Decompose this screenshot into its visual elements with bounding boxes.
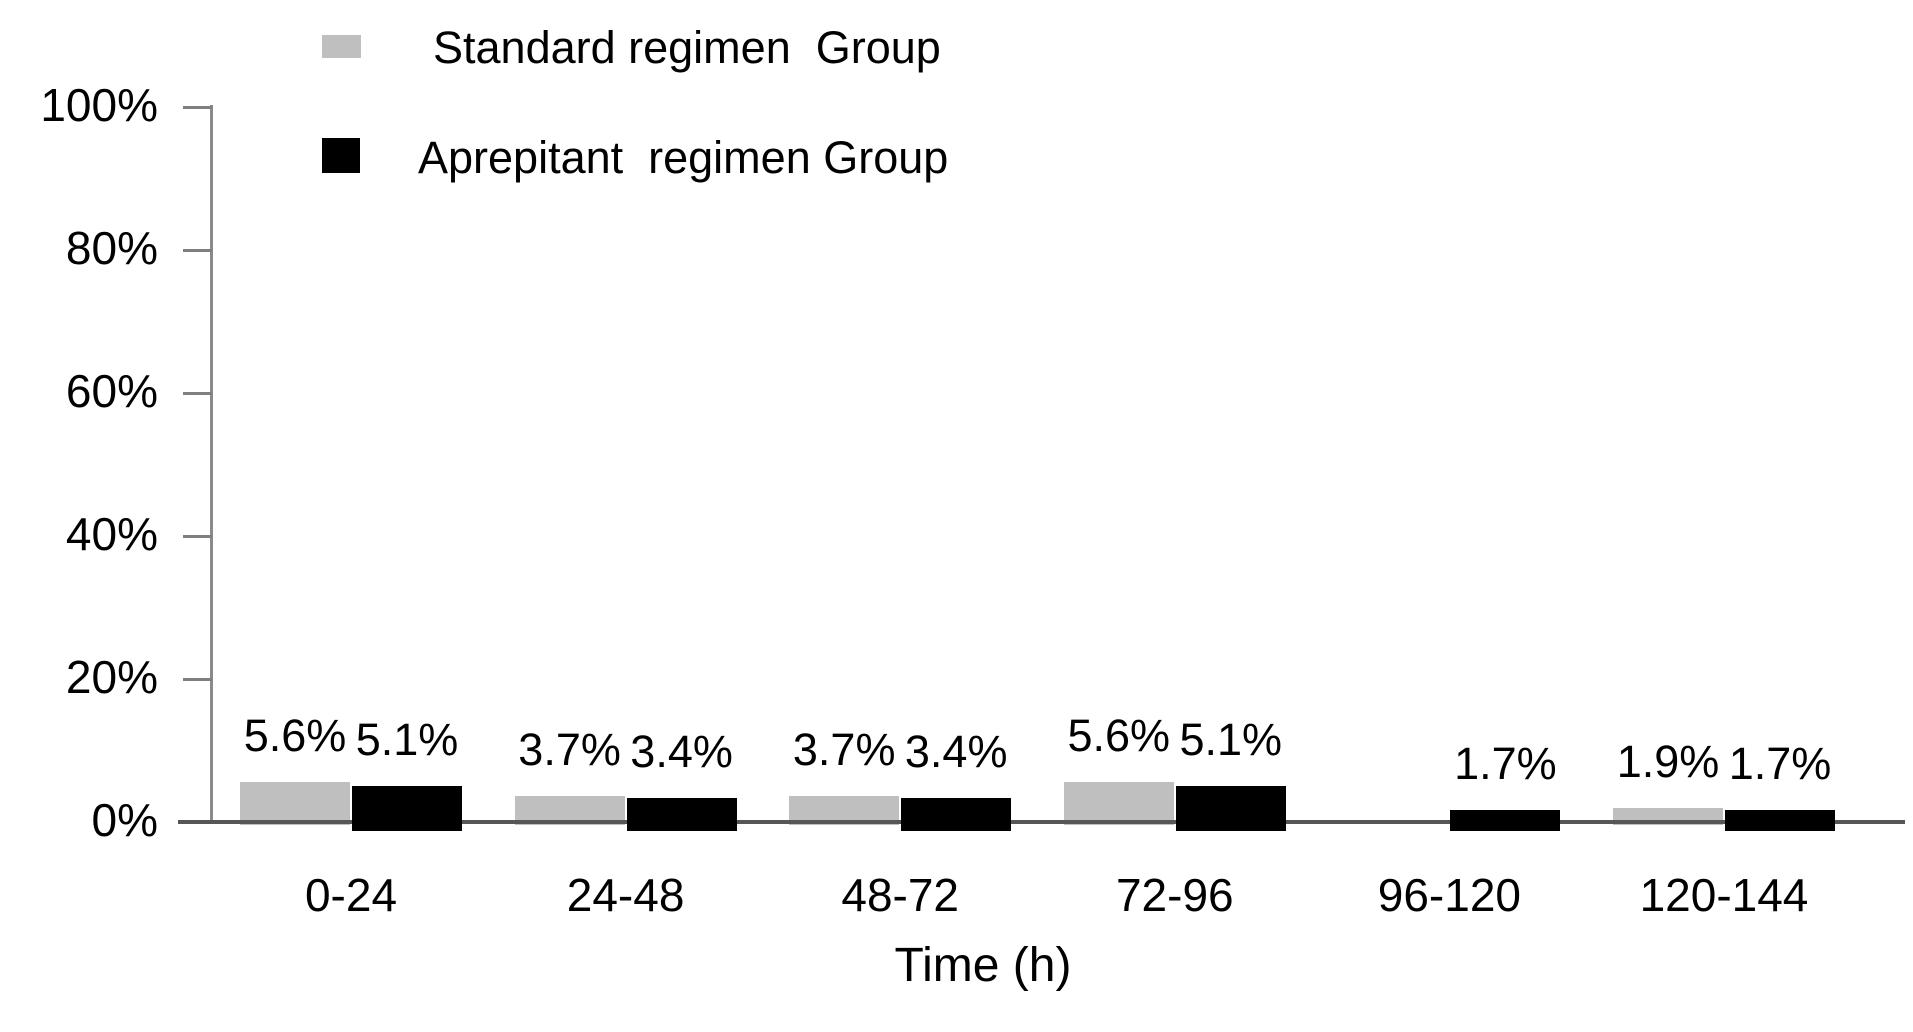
legend-swatch-aprepitant bbox=[322, 138, 360, 173]
bar-aprepitant-120-144 bbox=[1725, 809, 1835, 831]
y-tick-label-100: 100% bbox=[40, 78, 158, 131]
bar-aprepitant-96-120 bbox=[1450, 809, 1561, 831]
bar-label-standard-48-72: 3.7% bbox=[792, 723, 896, 775]
bar-label-standard-24-48: 3.7% bbox=[518, 723, 621, 775]
y-tick-label-60: 60% bbox=[65, 364, 158, 417]
x-tick-label-96-120: 96-120 bbox=[1377, 869, 1521, 921]
bar-label-aprepitant-48-72: 3.4% bbox=[904, 725, 1008, 777]
legend-label-aprepitant: Aprepitant regimen Group bbox=[418, 132, 949, 183]
y-tick-mark-80 bbox=[183, 249, 212, 252]
bar-label-standard-120-144: 1.9% bbox=[1616, 736, 1720, 788]
x-tick-label-120-144: 120-144 bbox=[1639, 869, 1809, 921]
x-axis-line bbox=[178, 820, 1905, 824]
y-tick-mark-100 bbox=[183, 106, 212, 109]
bar-label-standard-72-96: 5.6% bbox=[1067, 709, 1171, 761]
x-tick-label-72-96: 72-96 bbox=[1115, 869, 1234, 921]
y-tick-mark-60 bbox=[183, 392, 212, 395]
bar-standard-0-24 bbox=[240, 781, 350, 825]
legend-label-standard: Standard regimen Group bbox=[433, 22, 941, 73]
y-axis-line bbox=[210, 105, 213, 824]
x-tick-label-24-48: 24-48 bbox=[566, 869, 685, 921]
bar-standard-72-96 bbox=[1063, 781, 1174, 825]
y-tick-label-40: 40% bbox=[65, 507, 158, 560]
x-tick-label-0-24: 0-24 bbox=[304, 869, 398, 921]
x-tick-label-48-72: 48-72 bbox=[841, 869, 960, 921]
y-tick-mark-40 bbox=[183, 535, 212, 538]
bar-aprepitant-24-48 bbox=[626, 797, 737, 831]
x-axis-title: Time (h) bbox=[894, 939, 1072, 992]
bar-label-aprepitant-0-24: 5.1% bbox=[355, 713, 459, 765]
bar-aprepitant-0-24 bbox=[352, 785, 462, 831]
y-tick-label-20: 20% bbox=[65, 650, 158, 703]
bar-aprepitant-48-72 bbox=[901, 797, 1012, 831]
bar-label-aprepitant-24-48: 3.4% bbox=[630, 725, 733, 777]
y-tick-label-0: 0% bbox=[91, 793, 158, 846]
bar-label-standard-0-24: 5.6% bbox=[243, 709, 347, 761]
bar-label-aprepitant-120-144: 1.7% bbox=[1728, 737, 1832, 789]
bar-label-aprepitant-72-96: 5.1% bbox=[1179, 713, 1283, 765]
bar-label-aprepitant-96-120: 1.7% bbox=[1454, 737, 1557, 789]
y-tick-label-80: 80% bbox=[65, 221, 158, 274]
legend-swatch-standard bbox=[322, 35, 361, 58]
bar-aprepitant-72-96 bbox=[1175, 785, 1286, 831]
y-tick-mark-20 bbox=[183, 678, 212, 681]
